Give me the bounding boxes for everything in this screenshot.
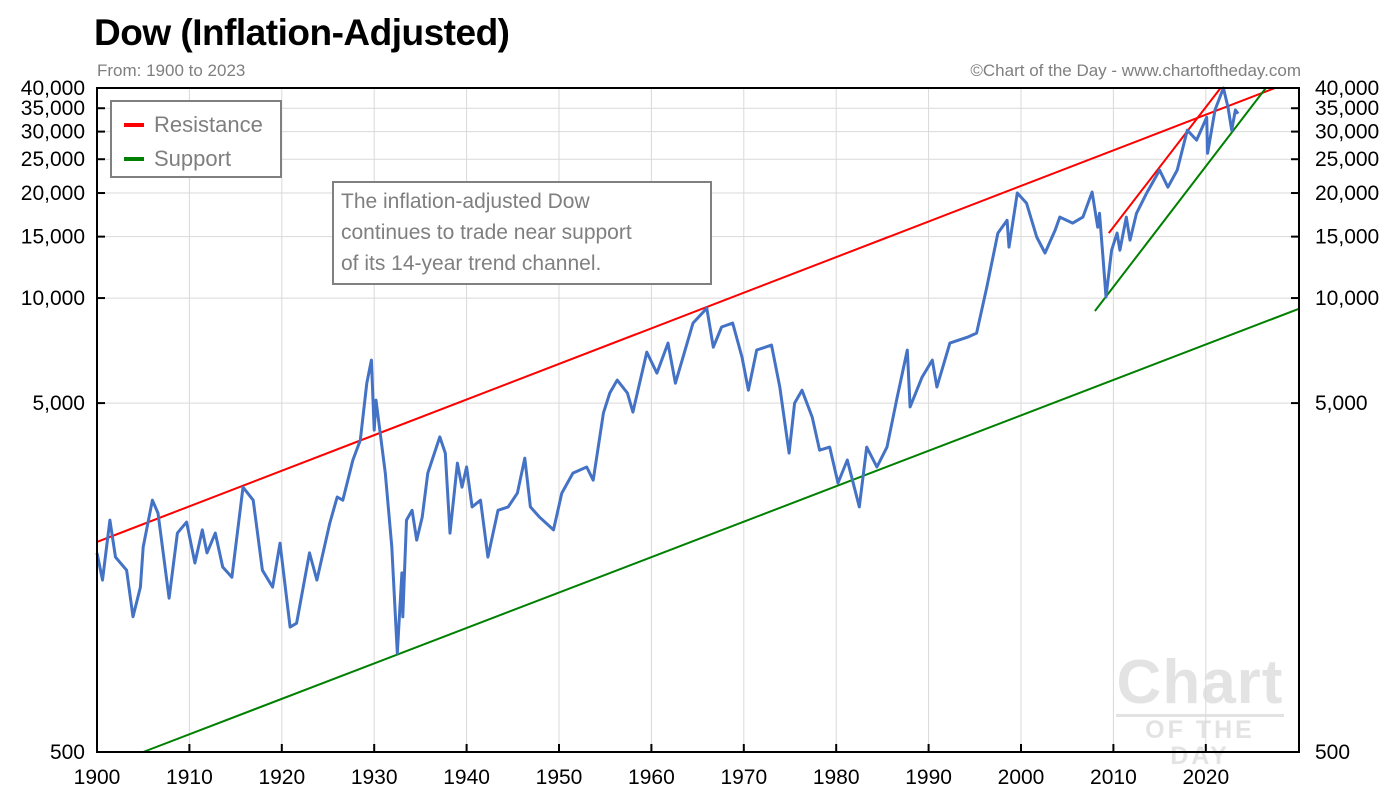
x-tick-label: 1980: [813, 766, 860, 789]
legend-label: Resistance: [154, 112, 263, 137]
chart-of-the-day-watermark: Chart OF THE DAY: [1116, 652, 1284, 769]
x-tick-label: 1960: [628, 766, 675, 789]
y-tick-label-right: 5,000: [1315, 392, 1368, 415]
legend: Resistance Support: [110, 100, 282, 178]
annotation-line: continues to trade near support: [341, 221, 632, 244]
dow-series-line: [95, 86, 1240, 655]
y-tick-label-right: 25,000: [1315, 148, 1379, 171]
y-tick-label-right: 20,000: [1315, 182, 1379, 205]
support-line: [142, 308, 1299, 753]
y-tick-label-right: 40,000: [1315, 77, 1379, 100]
x-tick-label: 1920: [258, 766, 305, 789]
watermark-line1: Chart: [1116, 648, 1284, 717]
resistance-line: [1107, 87, 1222, 234]
x-tick-label: 2010: [1090, 766, 1137, 789]
support-line: [1094, 87, 1267, 312]
y-tick-label-right: 35,000: [1315, 97, 1379, 120]
y-tick-label-left: 25,000: [21, 148, 85, 171]
y-tick-label-right: 10,000: [1315, 287, 1379, 310]
credit-text: ©Chart of the Day - www.chartoftheday.co…: [970, 61, 1301, 80]
x-tick-label: 2000: [998, 766, 1045, 789]
y-tick-label-left: 10,000: [21, 287, 85, 310]
x-tick-label: 1900: [74, 766, 121, 789]
y-tick-label-right: 15,000: [1315, 226, 1379, 249]
x-tick-label: 1930: [351, 766, 398, 789]
chart-title: Dow (Inflation-Adjusted): [94, 12, 510, 53]
y-tick-label-left: 35,000: [21, 97, 85, 120]
y-tick-label-right: 30,000: [1315, 121, 1379, 144]
annotation-line: of its 14-year trend channel.: [341, 252, 602, 275]
chart-subtitle: From: 1900 to 2023: [97, 61, 246, 80]
legend-item-support: Support: [124, 146, 231, 172]
watermark-line2: OF THE DAY: [1116, 714, 1284, 769]
x-tick-label: 2020: [1182, 766, 1229, 789]
y-tick-label-left: 40,000: [21, 77, 85, 100]
y-tick-label-left: 15,000: [21, 226, 85, 249]
y-tick-label-left: 500: [50, 741, 85, 764]
x-tick-label: 1940: [443, 766, 490, 789]
y-tick-label-left: 5,000: [32, 392, 85, 415]
annotation-line: The inflation-adjusted Dow: [341, 190, 590, 213]
series-group: [95, 86, 1240, 655]
legend-item-resistance: Resistance: [124, 112, 263, 138]
y-tick-label-right: 500: [1315, 741, 1350, 764]
resistance-line: [96, 87, 1276, 543]
legend-swatch-support: [124, 157, 144, 161]
x-tick-label: 1990: [905, 766, 952, 789]
legend-swatch-resistance: [124, 123, 144, 127]
x-tick-label: 1910: [166, 766, 213, 789]
trend-lines: [96, 87, 1299, 753]
x-tick-label: 1950: [536, 766, 583, 789]
legend-label: Support: [154, 146, 232, 171]
axes: 1900 1910 1920 1930 1940 1950 1960 1970 1980 1990…: [21, 77, 1379, 789]
y-tick-label-left: 30,000: [21, 121, 85, 144]
x-tick-label: 1970: [720, 766, 767, 789]
annotation-box: The inflation-adjusted Dow continues to …: [332, 181, 712, 285]
plot-frame: [96, 87, 1300, 753]
y-tick-label-left: 20,000: [21, 182, 85, 205]
